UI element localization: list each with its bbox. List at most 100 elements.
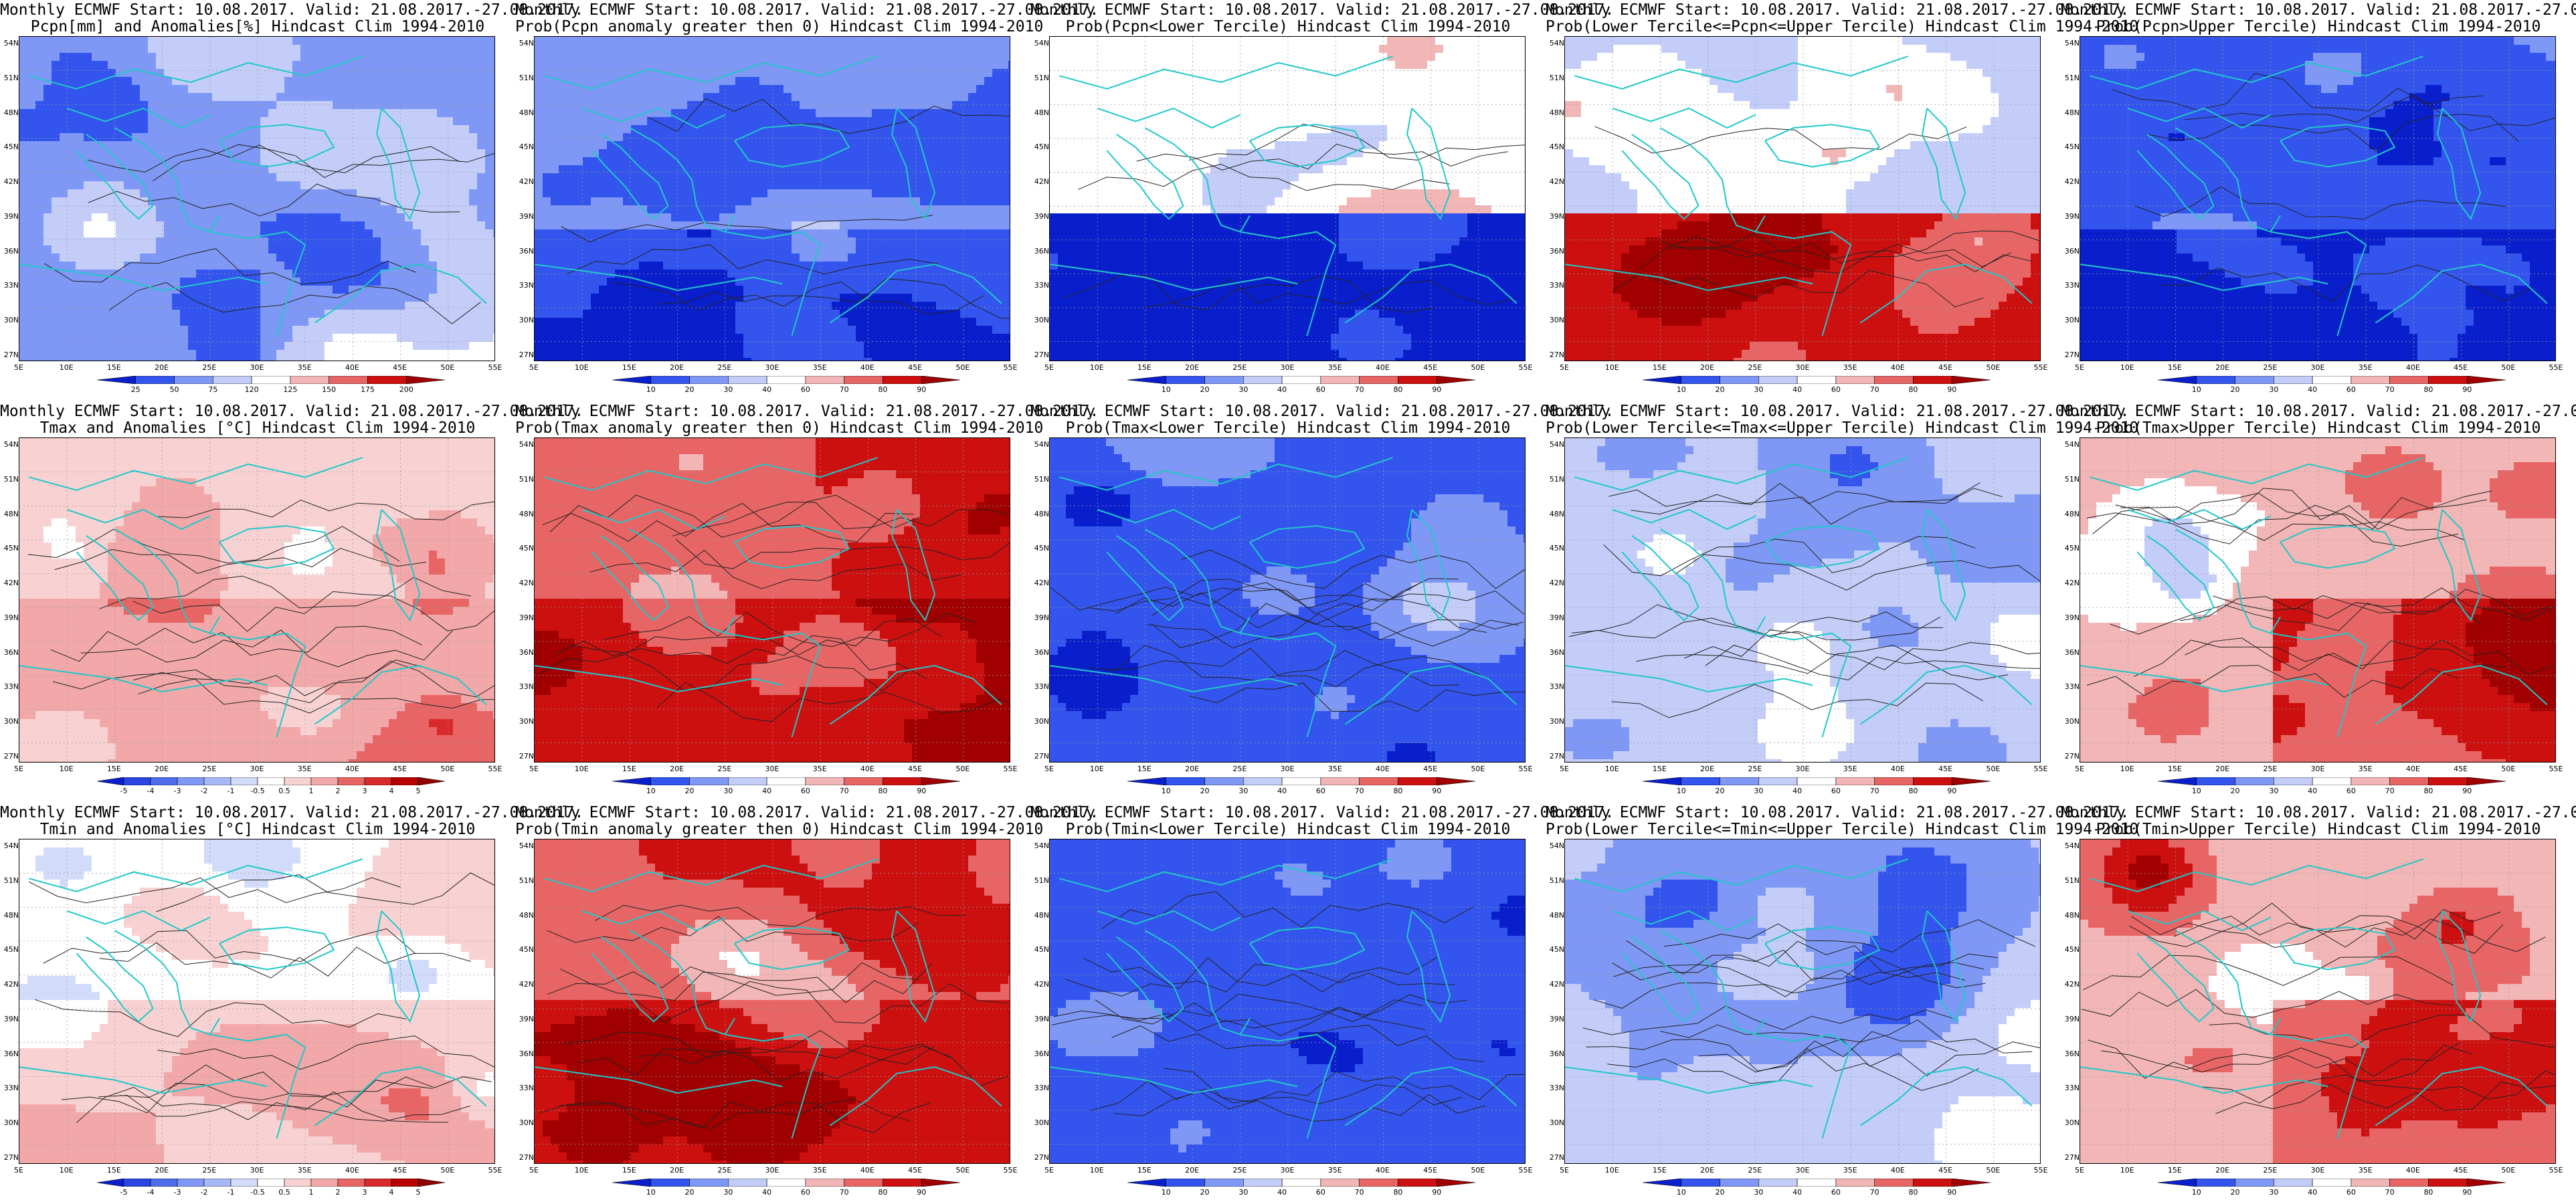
longitude-label: 10E [1090, 1166, 1104, 1175]
colorbar-segment [174, 376, 213, 384]
latitude-label: 30N [1547, 717, 1564, 726]
latitude-label: 45N [2062, 142, 2080, 151]
longitude-label: 35E [1328, 363, 1342, 372]
colorbar [2157, 1179, 2506, 1187]
colorbar-segment [2389, 777, 2429, 785]
longitude-label: 5E [1560, 1166, 1569, 1175]
longitude-label: 15E [2168, 1166, 2182, 1175]
colorbar-tick-label: 70 [2385, 1188, 2395, 1197]
latitude-label: 54N [2062, 39, 2080, 47]
longitude-label: 45E [1423, 765, 1437, 773]
colorbar-tick-label: 30 [1754, 1188, 1763, 1197]
colorbar-segment [1913, 777, 1952, 785]
latitude-label: 45N [517, 945, 534, 954]
colorbar-tick-label: 70 [1355, 787, 1364, 795]
latitude-label: 45N [2062, 945, 2080, 954]
colorbar-segment [1398, 777, 1437, 785]
latitude-label: 51N [517, 74, 534, 82]
latitude-label: 33N [2062, 1084, 2080, 1092]
latitude-label: 45N [1, 142, 19, 151]
colorbar-tick-label: 60 [1831, 1188, 1841, 1197]
forecast-map [1564, 36, 2041, 361]
latitude-label: 42N [2062, 579, 2080, 587]
longitude-label: 55E [488, 1166, 502, 1175]
longitude-label: 40E [860, 1166, 875, 1175]
colorbar-segment [1720, 1179, 1759, 1187]
longitude-label: 35E [1328, 1166, 1342, 1175]
latitude-label: 33N [517, 682, 534, 691]
forecast-map [534, 437, 1010, 763]
longitude-label: 10E [2120, 765, 2134, 773]
colorbar-tick-label: 20 [2231, 1188, 2240, 1197]
panel-title: Monthly ECMWF Start: 10.08.2017. Valid: … [515, 403, 1099, 420]
longitude-label: 5E [1044, 765, 1054, 773]
latitude-label: 33N [1547, 1084, 1564, 1092]
colorbar-tick-label: 20 [1716, 787, 1725, 795]
latitude-label: 48N [1032, 911, 1049, 920]
longitude-label: 30E [1796, 1166, 1810, 1175]
latitude-label: 33N [1032, 1084, 1049, 1092]
colorbar-tick-label: 40 [762, 1188, 771, 1197]
latitude-label: 27N [1032, 1153, 1049, 1162]
panel-subtitle: Prob(Pcpn>Upper Tercile) Hindcast Clim 1… [2061, 18, 2576, 35]
longitude-label: 25E [2263, 363, 2277, 372]
latitude-label: 42N [2062, 980, 2080, 989]
colorbar-segment [135, 376, 175, 384]
colorbar-segment [1320, 777, 1360, 785]
colorbar-segment [766, 1179, 806, 1187]
latitude-label: 54N [1, 39, 19, 47]
colorbar-segment [1951, 1179, 1991, 1187]
colorbar-tick-label: 1 [309, 1188, 314, 1197]
longitude-label: 30E [2311, 765, 2325, 773]
map-field [19, 839, 494, 1163]
longitude-label: 25E [202, 363, 216, 372]
panel-subtitle: Tmin and Anomalies [°C] Hindcast Clim 19… [0, 821, 515, 838]
forecast-map [2080, 839, 2556, 1164]
latitude-label: 30N [2062, 316, 2080, 324]
colorbar-tick-label: 60 [1831, 385, 1841, 394]
panel-title: Monthly ECMWF Start: 10.08.2017. Valid: … [0, 403, 583, 420]
longitude-label: 25E [1748, 363, 1762, 372]
longitude-label: 30E [2311, 363, 2325, 372]
colorbar-tick-label: 40 [2308, 385, 2317, 394]
colorbar-tick-label: 40 [1277, 787, 1287, 795]
longitude-label: 15E [1653, 363, 1667, 372]
colorbar-segment [2274, 777, 2313, 785]
latitude-label: 39N [1547, 212, 1564, 221]
latitude-label: 36N [2062, 1049, 2080, 1058]
longitude-label: 20E [2215, 765, 2229, 773]
latitude-label: 30N [1547, 316, 1564, 324]
longitude-label: 50E [955, 1166, 970, 1175]
longitude-label: 5E [529, 363, 539, 372]
colorbar-segment [2466, 376, 2506, 384]
colorbar-segment [689, 777, 729, 785]
colorbar-segment [150, 777, 178, 785]
latitude-label: 51N [1032, 74, 1049, 82]
latitude-label: 48N [1032, 108, 1049, 117]
longitude-label: 50E [2501, 1166, 2515, 1175]
colorbar-segment [1642, 1179, 1682, 1187]
colorbar-tick-label: 80 [1908, 385, 1918, 394]
longitude-label: 45E [2454, 1166, 2468, 1175]
longitude-label: 45E [908, 1166, 922, 1175]
colorbar-segment [1835, 376, 1875, 384]
colorbar-tick-label: 70 [1870, 385, 1879, 394]
colorbar-segment [1835, 1179, 1875, 1187]
latitude-label: 45N [1032, 544, 1049, 553]
colorbar [1127, 376, 1476, 384]
longitude-label: 10E [575, 765, 589, 773]
latitude-label: 42N [1, 980, 19, 989]
map-field [2080, 839, 2555, 1163]
colorbar-segment [650, 376, 690, 384]
latitude-label: 36N [2062, 247, 2080, 256]
longitude-label: 35E [2359, 363, 2373, 372]
latitude-label: 36N [1, 648, 19, 657]
longitude-label: 35E [298, 1166, 312, 1175]
colorbar-segment [2389, 1179, 2429, 1187]
longitude-label: 20E [1700, 363, 1714, 372]
colorbar-segment [203, 1179, 232, 1187]
colorbar-segment [391, 1179, 419, 1187]
colorbar-tick-label: 4 [389, 787, 394, 795]
forecast-map [1049, 36, 1526, 361]
longitude-label: 50E [955, 363, 970, 372]
